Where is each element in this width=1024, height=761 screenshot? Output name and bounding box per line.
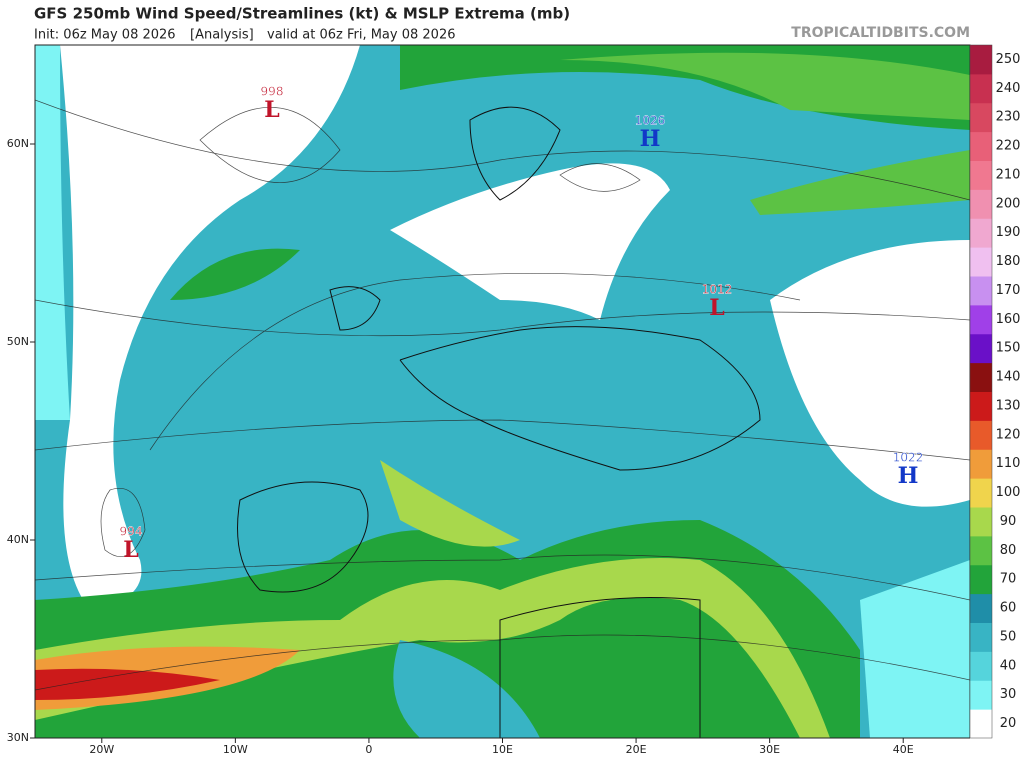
- colorbar-label: 180: [996, 254, 1021, 269]
- colorbar-swatch: [970, 189, 992, 219]
- lat-tick-label: 50N: [7, 335, 29, 348]
- lon-tick-label: 10E: [492, 743, 513, 756]
- colorbar-swatch: [970, 478, 992, 508]
- lon-tick-label: 20E: [626, 743, 647, 756]
- colorbar-swatch: [970, 333, 992, 364]
- colorbar-swatch: [970, 420, 992, 450]
- pressure-symbol: L: [709, 295, 724, 321]
- colorbar-swatch: [970, 45, 992, 75]
- lat-tick-label: 40N: [7, 533, 29, 546]
- colorbar-label: 100: [996, 485, 1021, 500]
- lon-tick-label: 30E: [759, 743, 780, 756]
- title: GFS 250mb Wind Speed/Streamlines (kt) & …: [34, 5, 570, 23]
- colorbar-label: 50: [1000, 629, 1017, 644]
- pressure-value: 1026: [635, 114, 666, 128]
- lat-tick-label: 30N: [7, 731, 29, 744]
- colorbar-label: 230: [996, 110, 1021, 125]
- pressure-symbol: L: [123, 537, 138, 563]
- colorbar-swatch: [970, 131, 992, 161]
- colorbar-label: 140: [996, 370, 1021, 385]
- brand: TROPICALTIDBITS.COM: [791, 25, 970, 41]
- colorbar-label: 130: [996, 398, 1021, 413]
- colorbar-label: 60: [1000, 601, 1017, 616]
- colorbar-swatch: [970, 680, 992, 710]
- lat-tick-label: 60N: [7, 137, 29, 150]
- valid-time: valid at 06z Fri, May 08 2026: [267, 28, 455, 43]
- colorbar-label: 20: [1000, 716, 1017, 731]
- lon-tick-label: 20W: [89, 743, 114, 756]
- colorbar-label: 240: [996, 81, 1021, 96]
- colorbar-swatch: [970, 218, 992, 248]
- pressure-symbol: L: [264, 97, 279, 123]
- axes: 20W 10W 0 10E 20E 30E 40E 60N 50N 40N 30N: [7, 137, 914, 756]
- colorbar-swatch: [970, 247, 992, 277]
- colorbar-swatch: [970, 622, 992, 652]
- lon-tick-label: 0: [365, 743, 372, 756]
- colorbar-label: 220: [996, 139, 1021, 154]
- colorbar-swatch: [970, 507, 992, 537]
- colorbar-swatch: [970, 651, 992, 681]
- pressure-value: 1012: [702, 283, 733, 297]
- colorbar-swatch: [970, 276, 992, 306]
- lon-tick-label: 10W: [223, 743, 248, 756]
- colorbar-label: 150: [996, 341, 1021, 356]
- colorbar-swatch: [970, 709, 992, 739]
- colorbar-swatch: [970, 593, 992, 623]
- colorbar-label: 110: [996, 456, 1021, 471]
- colorbar-label: 250: [996, 52, 1021, 67]
- colorbar-swatch: [970, 160, 992, 190]
- colorbar-label: 190: [996, 225, 1021, 240]
- colorbar-swatch: [970, 304, 992, 335]
- colorbar-swatch: [970, 391, 992, 421]
- colorbar-label: 170: [996, 283, 1021, 298]
- colorbar-swatch: [970, 449, 992, 479]
- pressure-value: 998: [261, 85, 284, 99]
- run-type: [Analysis]: [190, 28, 254, 43]
- colorbar-swatch: [970, 535, 992, 566]
- pressure-symbol: H: [898, 463, 919, 489]
- init-time: Init: 06z May 08 2026: [34, 28, 176, 43]
- colorbar-label: 90: [1000, 514, 1017, 529]
- colorbar-swatch: [970, 564, 992, 595]
- colorbar-label: 30: [1000, 687, 1017, 702]
- colorbar-swatch: [970, 102, 992, 133]
- colorbar-label: 160: [996, 312, 1021, 327]
- lon-tick-label: 40E: [893, 743, 914, 756]
- pressure-value: 994: [120, 525, 143, 539]
- colorbar-label: 70: [1000, 572, 1017, 587]
- colorbar-label: 40: [1000, 658, 1017, 673]
- colorbar-label: 200: [996, 196, 1021, 211]
- colorbar: 20 30 40 50 60 70 80 90 100 110 120 130 140 150 160 170…: [969, 44, 1021, 739]
- map-field: [35, 45, 970, 738]
- colorbar-label: 210: [996, 167, 1021, 182]
- colorbar-label: 120: [996, 427, 1021, 442]
- colorbar-swatch: [970, 73, 992, 104]
- colorbar-swatch: [970, 362, 992, 392]
- pressure-value: 1022: [893, 451, 924, 465]
- colorbar-label: 80: [1000, 543, 1017, 558]
- colorbar-frame: [969, 44, 993, 739]
- pressure-symbol: H: [640, 126, 661, 152]
